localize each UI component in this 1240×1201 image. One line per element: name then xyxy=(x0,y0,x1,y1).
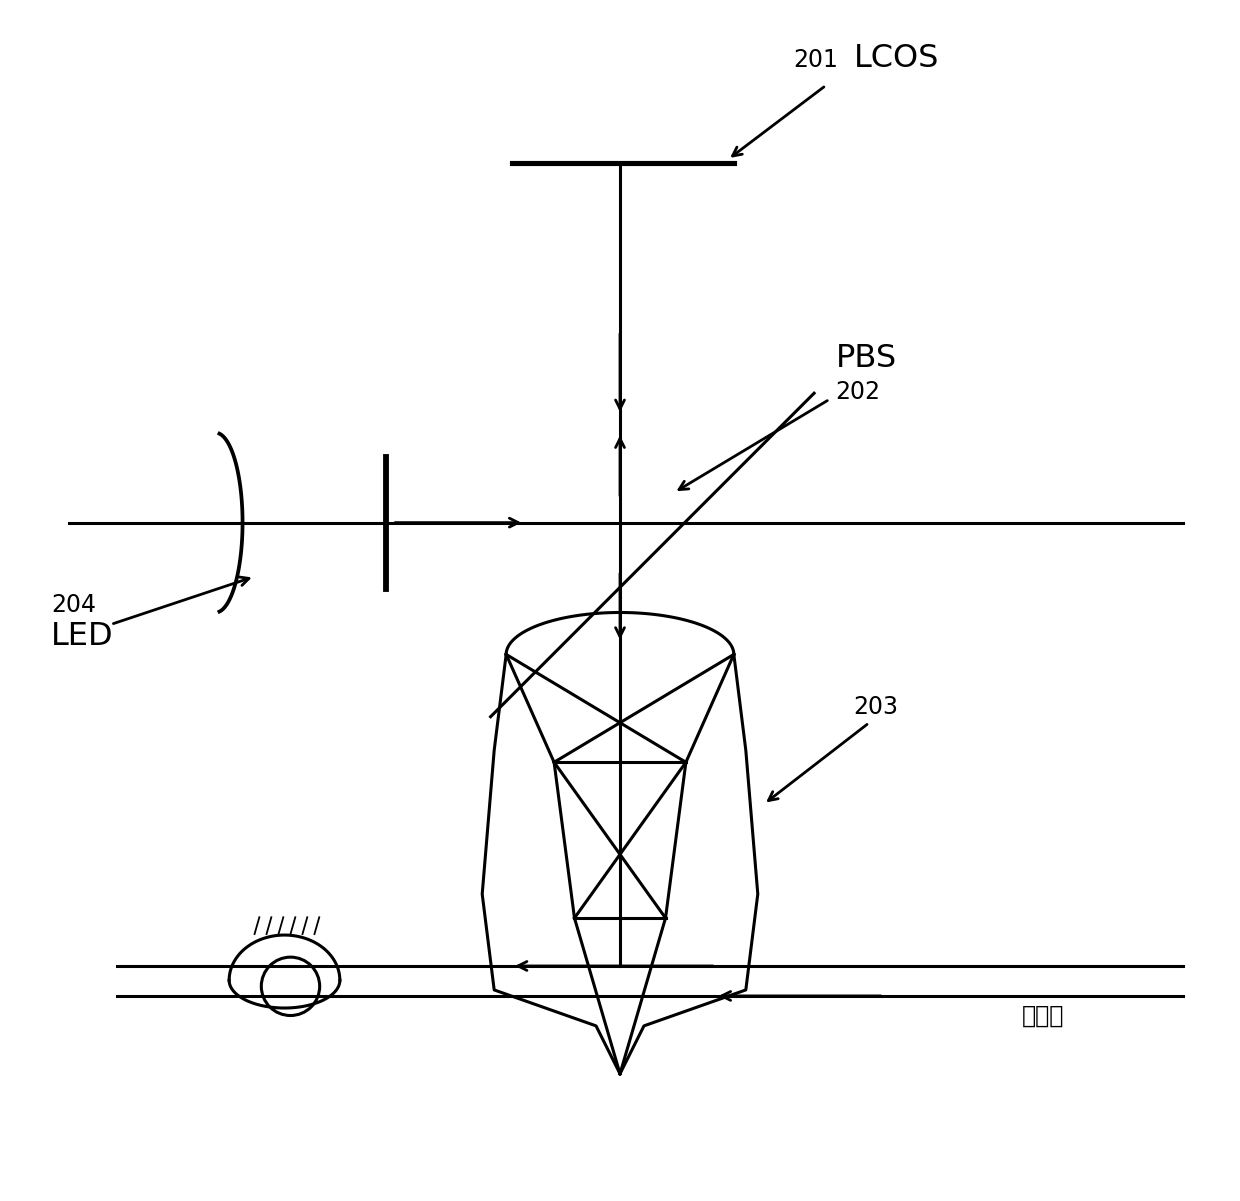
Text: LED: LED xyxy=(51,621,114,652)
Text: PBS: PBS xyxy=(836,342,897,374)
Text: 202: 202 xyxy=(836,381,880,405)
Text: 201: 201 xyxy=(794,48,838,72)
Text: LCOS: LCOS xyxy=(853,43,939,74)
Text: 环境光: 环境光 xyxy=(1022,1003,1064,1027)
Text: 203: 203 xyxy=(853,695,899,719)
Text: 204: 204 xyxy=(51,593,95,617)
